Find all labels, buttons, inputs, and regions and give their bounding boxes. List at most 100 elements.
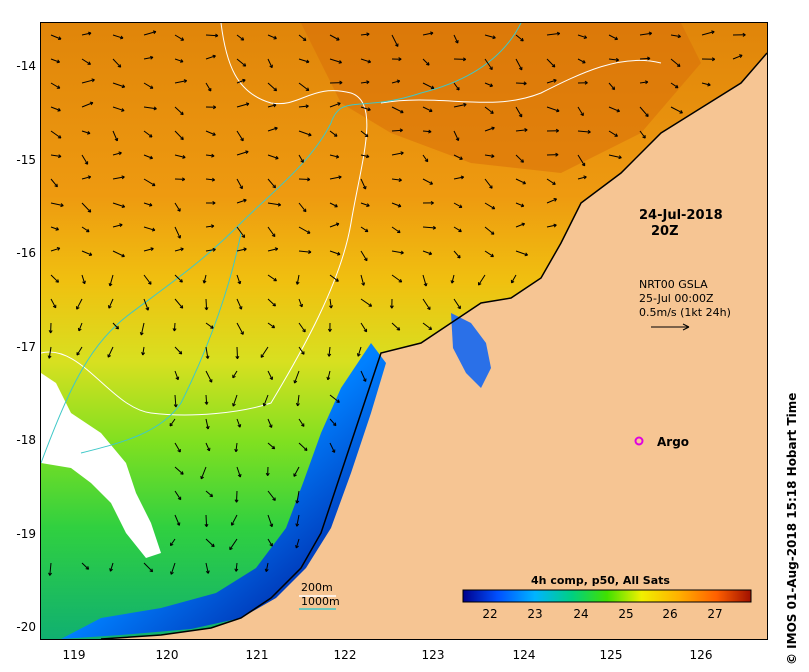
current-vector — [50, 82, 61, 89]
copyright-symbol: © — [785, 653, 799, 665]
current-vector-head — [674, 84, 679, 89]
current-vector-head — [265, 472, 270, 476]
current-vector — [236, 322, 244, 335]
current-vector — [112, 152, 122, 156]
current-vector — [112, 202, 125, 208]
current-vector — [50, 226, 59, 231]
current-vector — [293, 466, 300, 477]
lat-tick: -16 — [16, 246, 36, 260]
current-vector-head — [457, 305, 461, 310]
current-vector-head — [272, 184, 276, 189]
current-vector-head — [429, 108, 433, 113]
current-vector-head — [400, 250, 404, 255]
current-vector-head — [397, 203, 402, 208]
current-vector — [81, 32, 92, 36]
current-vector — [670, 106, 683, 114]
current-vector — [639, 57, 651, 60]
current-vector-head — [55, 279, 59, 283]
lat-tick: -19 — [16, 527, 36, 541]
current-vector-head — [235, 355, 240, 360]
current-vector — [422, 250, 432, 255]
current-vector — [205, 514, 208, 527]
current-vector — [229, 538, 238, 550]
current-vector — [174, 466, 184, 475]
current-vector — [298, 154, 304, 163]
current-vector — [78, 322, 83, 332]
current-vector — [174, 202, 181, 212]
current-vector-head — [232, 374, 236, 379]
current-vector — [236, 298, 242, 310]
current-vector-head — [85, 566, 90, 570]
current-vector-head — [211, 153, 215, 158]
current-vector-head — [456, 87, 460, 91]
current-vector-head — [522, 180, 527, 185]
current-vector — [298, 298, 303, 308]
current-vector-head — [121, 175, 125, 180]
current-vector-head — [644, 80, 649, 85]
current-vector — [267, 418, 273, 428]
current-vector — [109, 562, 114, 572]
current-vector — [236, 466, 241, 478]
current-vector — [608, 106, 620, 112]
current-vector — [174, 514, 180, 526]
current-vector — [329, 130, 338, 137]
current-vector-head — [367, 59, 372, 64]
current-vector-head — [489, 66, 493, 71]
current-vector-head — [518, 113, 523, 118]
current-vector-head — [430, 85, 435, 90]
current-vector-head — [234, 448, 239, 453]
current-vector — [205, 418, 209, 430]
current-vector-head — [271, 233, 276, 238]
current-vector — [391, 80, 400, 84]
current-vector-head — [119, 35, 124, 40]
current-vector-head — [326, 376, 331, 381]
current-vector — [360, 178, 367, 190]
current-vector — [112, 176, 125, 180]
current-vector-head — [582, 59, 586, 64]
current-vector — [329, 298, 332, 309]
current-vector-head — [645, 113, 649, 117]
current-vector-head — [556, 31, 561, 36]
current-vector — [391, 274, 402, 283]
lon-tick: 120 — [155, 648, 179, 662]
current-vector — [236, 226, 246, 238]
current-vector — [236, 199, 247, 204]
current-vector — [453, 34, 459, 44]
current-vector-head — [553, 198, 558, 202]
current-vector-head — [243, 198, 247, 203]
current-vector — [267, 248, 278, 252]
current-vector — [515, 106, 523, 118]
current-vector-head — [211, 177, 216, 182]
current-vector-head — [307, 230, 311, 234]
current-vector-head — [432, 225, 436, 230]
current-vector-head — [400, 151, 404, 156]
current-vector-head — [271, 445, 276, 450]
current-vector — [329, 34, 340, 41]
current-vector — [143, 106, 157, 110]
current-vector — [546, 106, 560, 112]
current-vector — [267, 127, 278, 132]
current-vector — [174, 394, 177, 408]
colorbar-tick: 22 — [482, 607, 498, 621]
current-vector — [205, 225, 214, 228]
contour-200m-north — [380, 59, 662, 104]
current-vector-head — [212, 247, 216, 252]
current-vector-head — [618, 155, 622, 160]
current-vector — [484, 58, 493, 70]
current-vector — [422, 154, 429, 162]
current-vector — [639, 32, 652, 36]
current-vector — [50, 298, 57, 309]
current-vector — [174, 442, 181, 453]
current-vector — [391, 202, 402, 207]
current-vector — [267, 298, 276, 307]
current-vector — [236, 58, 247, 67]
current-vector — [142, 346, 145, 356]
lon-tick: 119 — [62, 648, 86, 662]
current-vector-head — [107, 354, 111, 358]
current-vector-head — [489, 83, 493, 88]
current-vector-head — [363, 257, 368, 262]
argo-marker[interactable] — [634, 436, 644, 446]
gsla-time: 25-Jul 00:00Z — [639, 292, 714, 305]
current-vector-head — [271, 324, 276, 329]
current-vector-head — [210, 224, 215, 229]
